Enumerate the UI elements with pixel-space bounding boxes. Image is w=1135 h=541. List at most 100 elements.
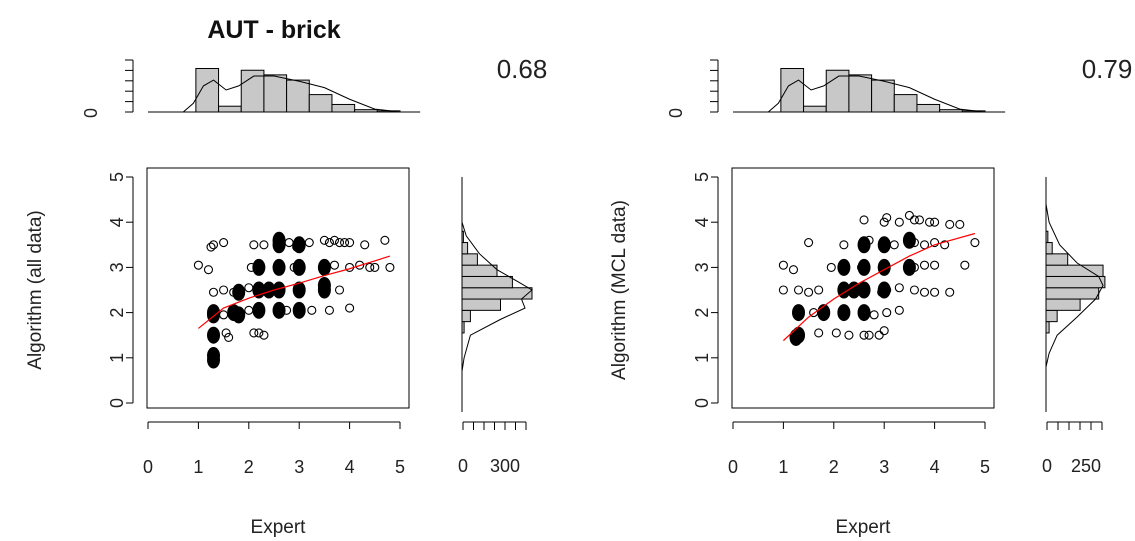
data-point-filled [252, 301, 266, 319]
panel-all-data: AUT - brick 0.68 0 0 1 2 3 4 5 0 1 2 3 4 5 0 300 Ex… [25, 16, 547, 538]
data-point-filled [317, 258, 331, 276]
data-point-open [329, 235, 340, 245]
x-tick-label: 2 [244, 457, 254, 477]
data-point-open [249, 240, 259, 250]
data-point-open [894, 283, 904, 293]
data-point-open [208, 287, 219, 297]
data-point-open [334, 285, 345, 295]
top-hist-bar [195, 68, 220, 113]
right-histogram [461, 177, 533, 413]
data-point-open [814, 285, 824, 295]
data-point-open [284, 237, 294, 248]
right-hist-bar [1045, 287, 1100, 300]
right-hist-bar [1045, 230, 1049, 244]
right-hist-density [1045, 204, 1104, 367]
data-point-filled [857, 304, 871, 322]
data-point-open [304, 237, 314, 248]
y-tick-label: 4 [692, 217, 712, 227]
data-point-filled [292, 281, 306, 299]
data-point-open [844, 330, 854, 340]
data-point-open [259, 240, 269, 250]
data-point-filled [292, 301, 306, 319]
right-hist-axis: 0 250 [1042, 421, 1103, 476]
data-point-open [254, 328, 264, 338]
data-point-open [804, 237, 814, 248]
data-point-open [370, 262, 380, 272]
data-point-filled [272, 301, 286, 319]
right-hist-bar [1045, 242, 1053, 255]
data-point-open [355, 260, 365, 270]
x-axis-label: Expert [836, 517, 892, 538]
data-point-open [869, 310, 879, 320]
data-point-open [778, 285, 788, 295]
data-point-open [203, 265, 214, 275]
data-point-open [793, 285, 804, 295]
x-tick-label: 4 [345, 457, 355, 477]
top-hist-bar [848, 74, 873, 113]
data-point-open [970, 237, 980, 248]
chart-title: AUT - brick [207, 16, 340, 44]
scatter-points [778, 210, 980, 346]
data-point-open [839, 240, 849, 250]
data-point-open [219, 237, 229, 248]
trend-line [198, 255, 391, 329]
x-tick-label: 5 [395, 457, 405, 477]
right-hist-bar [461, 264, 498, 277]
top-histogram [125, 59, 421, 113]
x-tick-label: 3 [294, 457, 304, 477]
top-hist-density [767, 75, 986, 113]
data-point-open [930, 287, 940, 297]
data-point-filled [877, 281, 891, 299]
data-point-filled [902, 231, 916, 249]
trend-line [782, 232, 976, 342]
x-axis-label: Expert [251, 517, 307, 538]
data-point-open [914, 215, 925, 225]
top-hist-bar [218, 105, 242, 113]
data-point-open [319, 235, 329, 245]
data-point-open [930, 217, 940, 227]
data-point-filled [272, 258, 286, 276]
top-hist-bar [263, 74, 288, 113]
axes: 0 1 2 3 4 5 0 1 2 3 4 5 [107, 172, 405, 477]
right-hist-bar [1045, 321, 1050, 334]
data-point-open [814, 328, 824, 338]
data-point-open [955, 219, 965, 230]
data-point-open [930, 260, 940, 270]
data-point-open [221, 328, 231, 338]
right-hist-bar [461, 230, 464, 244]
data-point-open [206, 242, 216, 252]
plot-frame [731, 167, 995, 409]
data-point-open [360, 240, 370, 250]
x-tick-label: 0 [143, 457, 153, 477]
y-axis-label: Algorithm (all data) [25, 210, 46, 369]
data-point-open [324, 305, 334, 315]
x-tick-label: 3 [879, 457, 889, 477]
y-tick-label: 0 [692, 398, 712, 408]
right-hist-bar [1045, 264, 1104, 277]
right-hist-bar [461, 253, 478, 266]
y-tick-label: 1 [107, 353, 127, 363]
data-point-filled [207, 351, 221, 369]
data-point-open [385, 262, 395, 272]
data-point-open [864, 330, 874, 340]
data-point-open [324, 237, 334, 248]
data-point-open [859, 215, 869, 225]
top-hist-bar [354, 109, 378, 113]
data-point-filled [272, 231, 286, 249]
data-point-open [219, 310, 229, 320]
top-hist-bar [871, 79, 895, 113]
data-point-open [329, 260, 340, 270]
data-point-filled [292, 258, 306, 276]
y-tick-label: 1 [692, 353, 712, 363]
top-hist-bar [916, 103, 941, 113]
data-point-open [909, 285, 919, 295]
data-point-open [219, 285, 229, 295]
right-hist-x-tick-max: 300 [490, 456, 520, 476]
data-point-open [859, 330, 869, 340]
correlation-value: 0.68 [497, 54, 548, 84]
correlation-value: 0.79 [1082, 54, 1133, 84]
right-hist-density [461, 222, 533, 372]
right-hist-bar [461, 242, 469, 255]
data-point-open [960, 260, 970, 270]
